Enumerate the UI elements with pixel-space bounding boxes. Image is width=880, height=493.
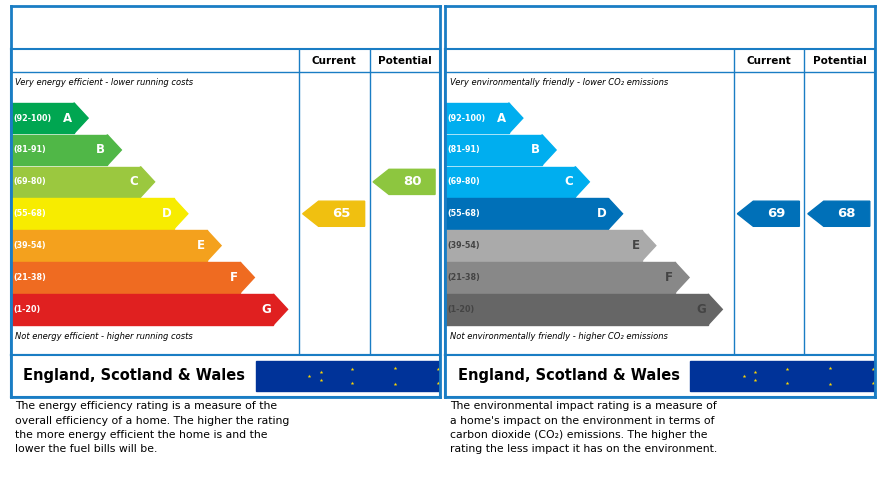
Bar <box>445 167 576 197</box>
Polygon shape <box>373 169 435 194</box>
Bar <box>445 230 642 261</box>
Polygon shape <box>675 262 689 293</box>
Text: 80: 80 <box>403 176 422 188</box>
Bar <box>445 262 675 293</box>
Bar <box>11 167 141 197</box>
Text: G: G <box>261 303 271 316</box>
Text: EU Directive
2002/91/EC: EU Directive 2002/91/EC <box>744 365 800 386</box>
Polygon shape <box>576 167 590 197</box>
Text: F: F <box>664 271 672 284</box>
Text: (55-68): (55-68) <box>13 209 46 218</box>
Polygon shape <box>509 103 523 134</box>
Text: Environmental Impact (CO: Environmental Impact (CO <box>458 20 696 35</box>
Text: E: E <box>197 239 205 252</box>
Text: 69: 69 <box>767 207 786 220</box>
Text: Not environmentally friendly - higher CO₂ emissions: Not environmentally friendly - higher CO… <box>450 332 667 341</box>
Text: B: B <box>531 143 539 156</box>
Text: Energy Efficiency Rating: Energy Efficiency Rating <box>24 20 245 35</box>
Text: Current: Current <box>747 56 791 66</box>
Text: D: D <box>162 207 172 220</box>
Text: EU Directive
2002/91/EC: EU Directive 2002/91/EC <box>309 365 365 386</box>
Text: A: A <box>62 111 72 125</box>
Bar <box>11 198 173 229</box>
Bar <box>445 103 509 134</box>
Text: (69-80): (69-80) <box>448 177 480 186</box>
Text: The environmental impact rating is a measure of
a home's impact on the environme: The environmental impact rating is a mea… <box>450 401 717 455</box>
Polygon shape <box>642 230 656 261</box>
Bar <box>11 135 107 165</box>
Text: Potential: Potential <box>812 56 867 66</box>
Text: (69-80): (69-80) <box>13 177 46 186</box>
Bar <box>256 361 534 391</box>
Polygon shape <box>207 230 221 261</box>
Polygon shape <box>274 294 288 325</box>
Bar <box>691 361 880 391</box>
Polygon shape <box>542 135 556 165</box>
Bar <box>11 294 274 325</box>
Text: G: G <box>696 303 706 316</box>
Text: (92-100): (92-100) <box>448 113 486 123</box>
Polygon shape <box>173 198 187 229</box>
Text: (39-54): (39-54) <box>13 241 46 250</box>
Text: (92-100): (92-100) <box>13 113 51 123</box>
Text: D: D <box>597 207 606 220</box>
Text: England, Scotland & Wales: England, Scotland & Wales <box>24 368 246 384</box>
Text: Potential: Potential <box>378 56 432 66</box>
Bar <box>11 262 240 293</box>
Text: (81-91): (81-91) <box>448 145 480 154</box>
Polygon shape <box>808 201 869 226</box>
Polygon shape <box>240 262 254 293</box>
Text: ) Rating: ) Rating <box>743 20 815 35</box>
Polygon shape <box>737 201 799 226</box>
Text: (1-20): (1-20) <box>13 305 40 314</box>
Text: The energy efficiency rating is a measure of the
overall efficiency of a home. T: The energy efficiency rating is a measur… <box>15 401 290 455</box>
Text: Not energy efficient - higher running costs: Not energy efficient - higher running co… <box>15 332 193 341</box>
Text: (1-20): (1-20) <box>448 305 475 314</box>
Text: (39-54): (39-54) <box>448 241 480 250</box>
Text: Very energy efficient - lower running costs: Very energy efficient - lower running co… <box>15 78 193 87</box>
Text: (55-68): (55-68) <box>448 209 480 218</box>
Text: 65: 65 <box>333 207 351 220</box>
Text: England, Scotland & Wales: England, Scotland & Wales <box>458 368 680 384</box>
Polygon shape <box>608 198 622 229</box>
Text: Very environmentally friendly - lower CO₂ emissions: Very environmentally friendly - lower CO… <box>450 78 668 87</box>
Text: F: F <box>230 271 238 284</box>
Polygon shape <box>107 135 121 165</box>
Text: E: E <box>632 239 640 252</box>
Text: Current: Current <box>312 56 356 66</box>
Bar <box>445 198 608 229</box>
Bar <box>445 135 542 165</box>
Text: 2: 2 <box>731 28 739 40</box>
Polygon shape <box>708 294 722 325</box>
Text: B: B <box>96 143 105 156</box>
Polygon shape <box>303 201 364 226</box>
Bar <box>11 103 74 134</box>
Text: (21-38): (21-38) <box>13 273 46 282</box>
Text: (81-91): (81-91) <box>13 145 46 154</box>
Text: 68: 68 <box>838 207 856 220</box>
Text: C: C <box>564 176 573 188</box>
Bar <box>445 294 708 325</box>
Bar <box>11 230 207 261</box>
Text: C: C <box>129 176 138 188</box>
Polygon shape <box>74 103 88 134</box>
Text: (21-38): (21-38) <box>448 273 480 282</box>
Text: A: A <box>497 111 507 125</box>
Polygon shape <box>141 167 155 197</box>
